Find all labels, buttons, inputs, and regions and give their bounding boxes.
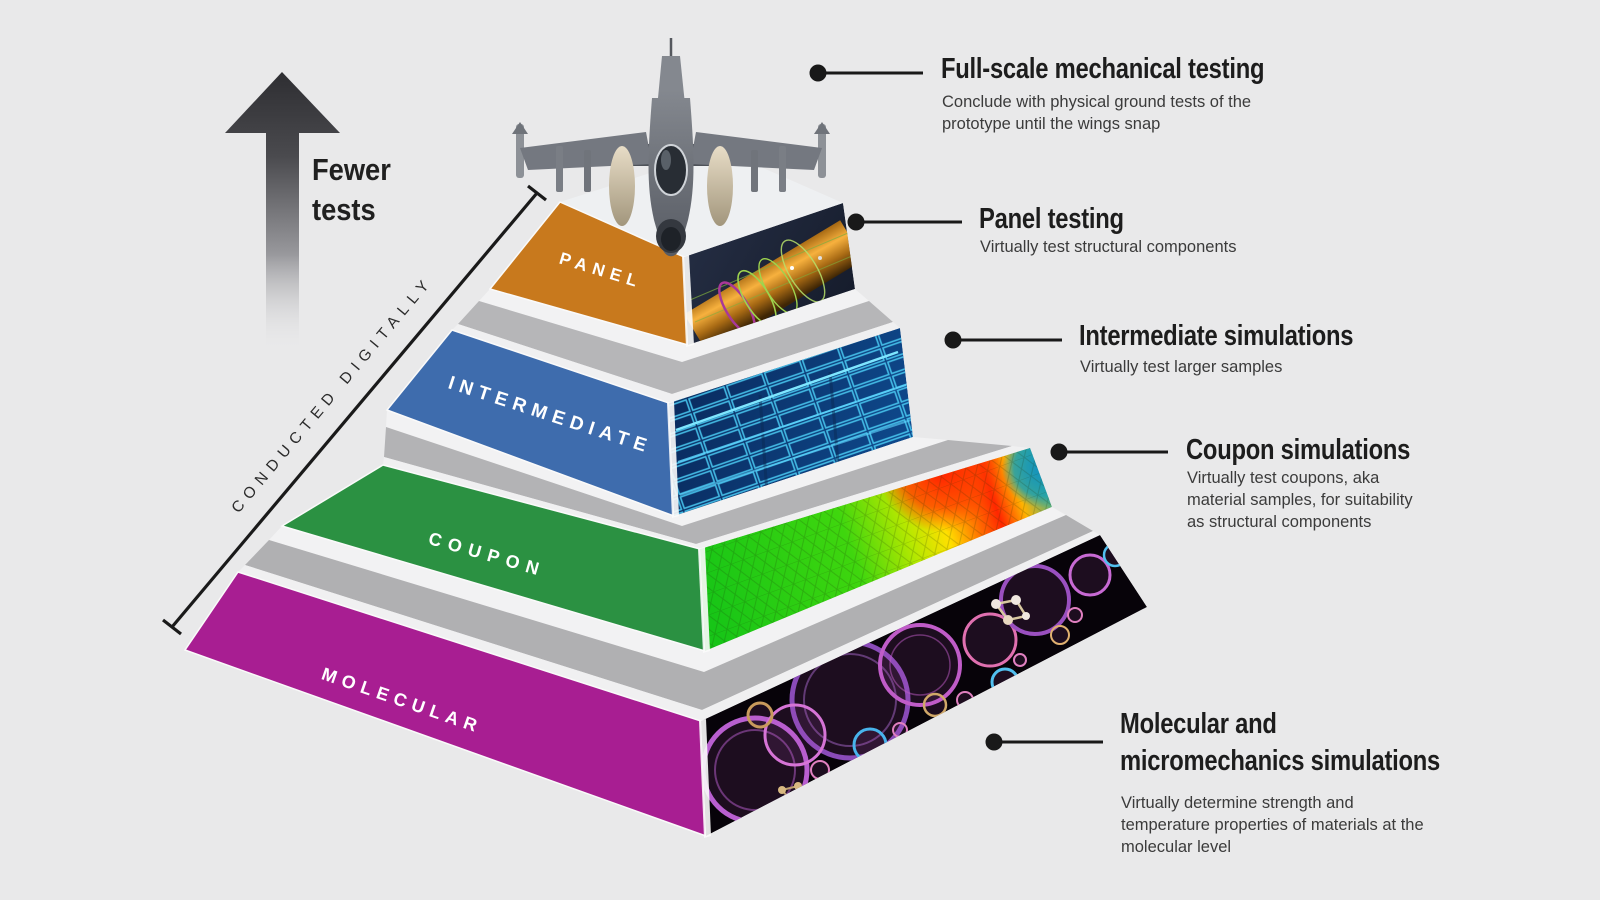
- digital-axis-line: [162, 184, 547, 636]
- callout-title-full-scale: Full-scale mechanical testing: [941, 53, 1265, 85]
- jet-missile-left: [516, 124, 524, 178]
- fighter-jet-illustration: [512, 38, 830, 257]
- jet-drop-tank-right: [707, 146, 733, 226]
- jet-drop-tank-left: [609, 146, 635, 226]
- pyramid-plates: [238, 150, 1100, 721]
- callout-dot: [847, 213, 865, 231]
- callout-desc-coupon: Virtually test coupons, aka material sam…: [1187, 469, 1413, 531]
- callout-dot: [944, 331, 962, 349]
- callout-leaders: [809, 64, 1168, 751]
- callout-title-molecular: Molecular and micromechanics simulations: [1120, 708, 1441, 777]
- fewer-tests-label: Fewer tests: [312, 152, 391, 227]
- callout-dot: [985, 733, 1003, 751]
- jet-canopy: [654, 144, 688, 196]
- up-arrow-icon: [225, 72, 340, 351]
- callout-desc-intermediate: Virtually test larger samples: [1080, 358, 1283, 376]
- pyramid-left-faces: [183, 201, 707, 838]
- molecule-icon: [991, 595, 1030, 625]
- callout-desc-panel: Virtually test structural components: [980, 238, 1237, 256]
- pyramid-corner-highlights: [667, 255, 711, 838]
- callout-desc-full-scale: Conclude with physical ground tests of t…: [942, 93, 1252, 133]
- callout-desc-molecular: Virtually determine strength and tempera…: [1121, 794, 1424, 856]
- callout-title-coupon: Coupon simulations: [1186, 434, 1411, 466]
- callout-title-intermediate: Intermediate simulations: [1079, 320, 1354, 352]
- callout-dot: [1050, 443, 1068, 461]
- callout-dot: [809, 64, 827, 82]
- callout-title-panel: Panel testing: [979, 203, 1124, 235]
- wireframe-image: [669, 328, 913, 516]
- jet-missile-right: [818, 124, 826, 178]
